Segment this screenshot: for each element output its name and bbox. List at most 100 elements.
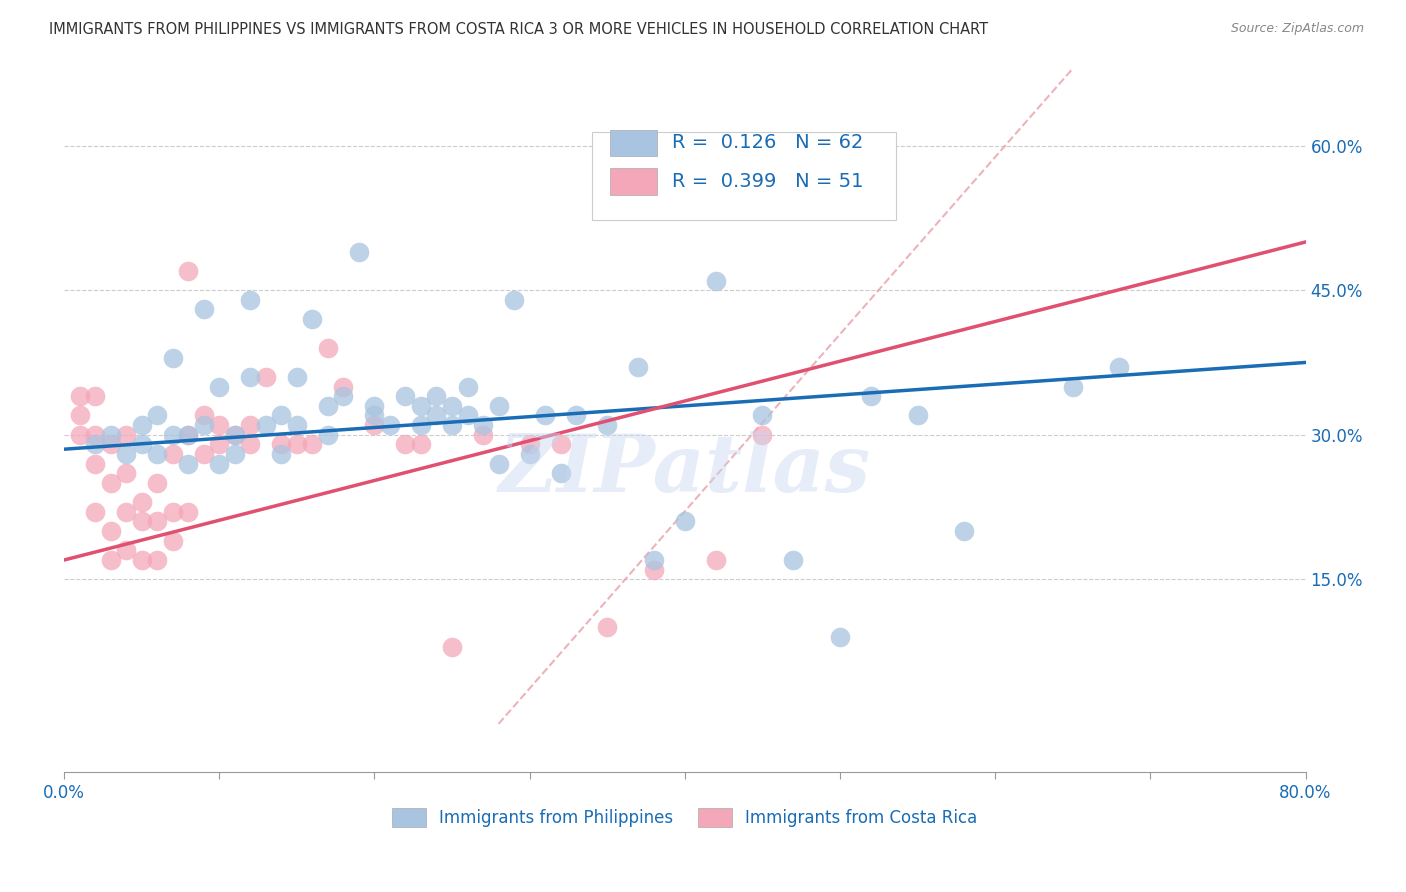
Point	[131, 418, 153, 433]
Point	[162, 505, 184, 519]
Point	[131, 495, 153, 509]
Point	[596, 620, 619, 634]
Point	[751, 409, 773, 423]
Point	[162, 533, 184, 548]
Point	[100, 524, 122, 538]
Point	[394, 437, 416, 451]
Point	[239, 293, 262, 307]
Point	[115, 447, 138, 461]
Point	[643, 553, 665, 567]
Point	[316, 427, 339, 442]
Point	[751, 427, 773, 442]
Point	[84, 457, 107, 471]
Point	[488, 457, 510, 471]
Point	[69, 409, 91, 423]
Point	[177, 457, 200, 471]
Point	[953, 524, 976, 538]
Point	[285, 370, 308, 384]
Point	[100, 427, 122, 442]
Text: R =  0.399   N = 51: R = 0.399 N = 51	[672, 171, 863, 191]
Point	[193, 409, 215, 423]
Point	[162, 351, 184, 365]
FancyBboxPatch shape	[610, 129, 658, 156]
Point	[440, 418, 463, 433]
Point	[177, 427, 200, 442]
Point	[347, 244, 370, 259]
Text: IMMIGRANTS FROM PHILIPPINES VS IMMIGRANTS FROM COSTA RICA 3 OR MORE VEHICLES IN : IMMIGRANTS FROM PHILIPPINES VS IMMIGRANT…	[49, 22, 988, 37]
Point	[394, 389, 416, 403]
Point	[596, 418, 619, 433]
Point	[208, 418, 231, 433]
Text: R =  0.126   N = 62: R = 0.126 N = 62	[672, 133, 863, 152]
Point	[177, 264, 200, 278]
Point	[146, 553, 169, 567]
Point	[301, 312, 323, 326]
Point	[704, 274, 727, 288]
FancyBboxPatch shape	[592, 132, 896, 219]
Point	[1108, 360, 1130, 375]
Point	[193, 302, 215, 317]
Point	[84, 505, 107, 519]
Point	[301, 437, 323, 451]
Point	[550, 437, 572, 451]
Point	[224, 427, 246, 442]
Point	[131, 437, 153, 451]
Point	[457, 379, 479, 393]
Point	[550, 467, 572, 481]
Point	[519, 447, 541, 461]
Point	[254, 418, 277, 433]
Point	[565, 409, 588, 423]
Point	[1062, 379, 1084, 393]
Point	[146, 409, 169, 423]
Point	[115, 543, 138, 558]
Point	[425, 389, 447, 403]
Point	[224, 427, 246, 442]
Legend: Immigrants from Philippines, Immigrants from Costa Rica: Immigrants from Philippines, Immigrants …	[385, 802, 984, 834]
Point	[503, 293, 526, 307]
Point	[409, 399, 432, 413]
Point	[409, 418, 432, 433]
Point	[472, 418, 495, 433]
Point	[332, 379, 354, 393]
Point	[131, 553, 153, 567]
Point	[378, 418, 401, 433]
Point	[208, 437, 231, 451]
Point	[782, 553, 804, 567]
Point	[100, 437, 122, 451]
Point	[828, 630, 851, 644]
Point	[208, 457, 231, 471]
Point	[146, 515, 169, 529]
Point	[208, 379, 231, 393]
Point	[193, 418, 215, 433]
Point	[316, 341, 339, 355]
Point	[84, 427, 107, 442]
Point	[239, 418, 262, 433]
Point	[409, 437, 432, 451]
Point	[363, 409, 385, 423]
Point	[177, 505, 200, 519]
Point	[332, 389, 354, 403]
Point	[363, 418, 385, 433]
Point	[285, 418, 308, 433]
Point	[472, 427, 495, 442]
Point	[115, 505, 138, 519]
Point	[177, 427, 200, 442]
Text: Source: ZipAtlas.com: Source: ZipAtlas.com	[1230, 22, 1364, 36]
Point	[440, 399, 463, 413]
Point	[100, 475, 122, 490]
Point	[704, 553, 727, 567]
Point	[440, 640, 463, 654]
Point	[84, 437, 107, 451]
Point	[673, 515, 696, 529]
Point	[69, 389, 91, 403]
Point	[534, 409, 557, 423]
Point	[270, 437, 292, 451]
Point	[239, 437, 262, 451]
Point	[270, 409, 292, 423]
Point	[519, 437, 541, 451]
Point	[627, 360, 650, 375]
Point	[239, 370, 262, 384]
FancyBboxPatch shape	[610, 169, 658, 195]
Point	[254, 370, 277, 384]
Point	[193, 447, 215, 461]
